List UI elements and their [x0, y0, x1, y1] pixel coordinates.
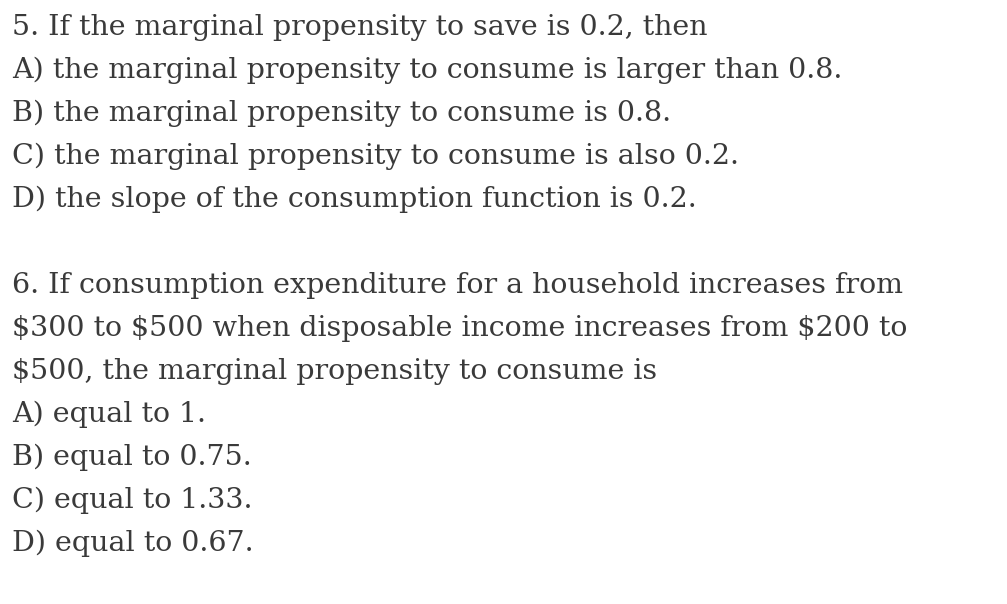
Text: B) the marginal propensity to consume is 0.8.: B) the marginal propensity to consume is…	[12, 100, 671, 127]
Text: 5. If the marginal propensity to save is 0.2, then: 5. If the marginal propensity to save is…	[12, 14, 708, 41]
Text: D) equal to 0.67.: D) equal to 0.67.	[12, 530, 254, 557]
Text: 6. If consumption expenditure for a household increases from: 6. If consumption expenditure for a hous…	[12, 272, 903, 299]
Text: C) the marginal propensity to consume is also 0.2.: C) the marginal propensity to consume is…	[12, 143, 739, 170]
Text: C) equal to 1.33.: C) equal to 1.33.	[12, 487, 253, 515]
Text: A) the marginal propensity to consume is larger than 0.8.: A) the marginal propensity to consume is…	[12, 57, 843, 85]
Text: A) equal to 1.: A) equal to 1.	[12, 401, 206, 428]
Text: $300 to $500 when disposable income increases from $200 to: $300 to $500 when disposable income incr…	[12, 315, 907, 342]
Text: $500, the marginal propensity to consume is: $500, the marginal propensity to consume…	[12, 358, 658, 385]
Text: B) equal to 0.75.: B) equal to 0.75.	[12, 444, 252, 471]
Text: D) the slope of the consumption function is 0.2.: D) the slope of the consumption function…	[12, 186, 697, 213]
